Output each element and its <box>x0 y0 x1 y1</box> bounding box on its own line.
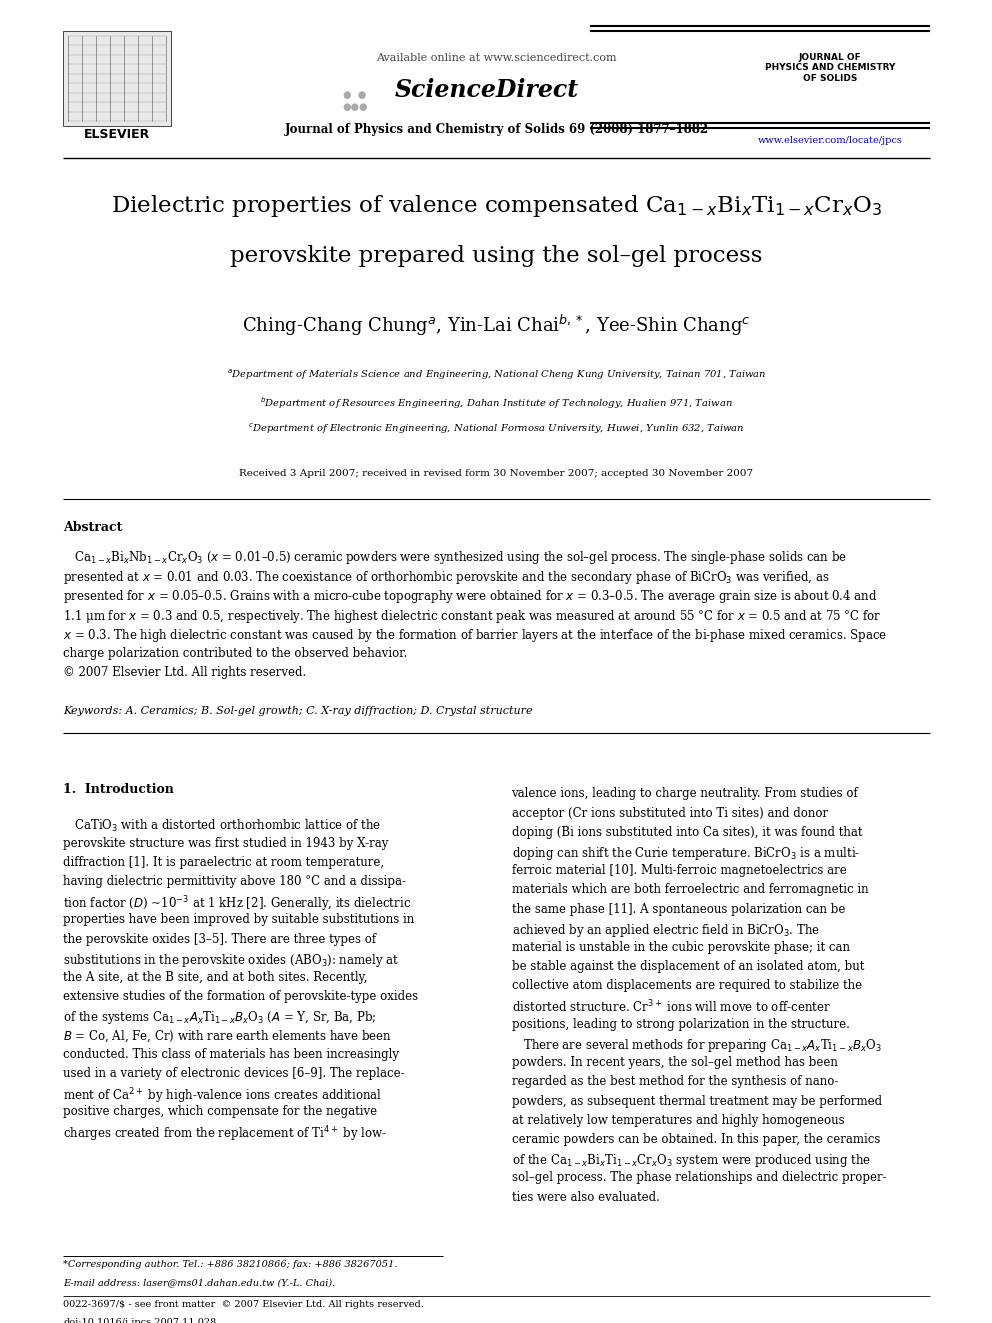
Text: regarded as the best method for the synthesis of nano-: regarded as the best method for the synt… <box>512 1076 838 1089</box>
Text: doping can shift the Curie temperature. BiCrO$_3$ is a multi-: doping can shift the Curie temperature. … <box>512 845 860 863</box>
Text: diffraction [1]. It is paraelectric at room temperature,: diffraction [1]. It is paraelectric at r… <box>63 856 384 869</box>
Text: conducted. This class of materials has been increasingly: conducted. This class of materials has b… <box>63 1048 399 1061</box>
Text: charges created from the replacement of Ti$^{4+}$ by low-: charges created from the replacement of … <box>63 1125 387 1144</box>
Text: Ching-Chang Chung$^a$, Yin-Lai Chai$^{b,*}$, Yee-Shin Chang$^c$: Ching-Chang Chung$^a$, Yin-Lai Chai$^{b,… <box>242 314 751 339</box>
Text: $^a$Department of Materials Science and Engineering, National Cheng Kung Univers: $^a$Department of Materials Science and … <box>226 368 767 382</box>
Text: valence ions, leading to charge neutrality. From studies of: valence ions, leading to charge neutrali… <box>512 787 858 800</box>
Text: $^b$Department of Resources Engineering, Dahan Institute of Technology, Hualien : $^b$Department of Resources Engineering,… <box>260 396 733 411</box>
Text: Available online at www.sciencedirect.com: Available online at www.sciencedirect.co… <box>376 53 617 64</box>
Text: be stable against the displacement of an isolated atom, but: be stable against the displacement of an… <box>512 960 864 974</box>
Text: There are several methods for preparing Ca$_{1-x}$$A_x$Ti$_{1-x}$$B_x$O$_3$: There are several methods for preparing … <box>512 1037 882 1054</box>
Text: properties have been improved by suitable substitutions in: properties have been improved by suitabl… <box>63 913 415 926</box>
Text: ●  ●
●●●: ● ● ●●● <box>342 90 368 111</box>
Text: distorted structure. Cr$^{3+}$ ions will move to off-center: distorted structure. Cr$^{3+}$ ions will… <box>512 999 830 1015</box>
Text: tion factor ($D$) ~10$^{-3}$ at 1 kHz [2]. Generally, its dielectric: tion factor ($D$) ~10$^{-3}$ at 1 kHz [2… <box>63 894 411 914</box>
Text: doi:10.1016/j.jpcs.2007.11.028: doi:10.1016/j.jpcs.2007.11.028 <box>63 1318 216 1323</box>
Text: powders. In recent years, the sol–gel method has been: powders. In recent years, the sol–gel me… <box>512 1056 837 1069</box>
Text: ELSEVIER: ELSEVIER <box>84 128 150 142</box>
Text: ties were also evaluated.: ties were also evaluated. <box>512 1191 660 1204</box>
Text: material is unstable in the cubic perovskite phase; it can: material is unstable in the cubic perovs… <box>512 941 849 954</box>
Text: © 2007 Elsevier Ltd. All rights reserved.: © 2007 Elsevier Ltd. All rights reserved… <box>63 665 307 679</box>
Text: ment of Ca$^{2+}$ by high-valence ions creates additional: ment of Ca$^{2+}$ by high-valence ions c… <box>63 1086 382 1106</box>
Text: Dielectric properties of valence compensated Ca$_{1-x}$Bi$_x$Ti$_{1-x}$Cr$_x$O$_: Dielectric properties of valence compens… <box>111 193 882 220</box>
Text: sol–gel process. The phase relationships and dielectric proper-: sol–gel process. The phase relationships… <box>512 1171 886 1184</box>
Text: JOURNAL OF
PHYSICS AND CHEMISTRY
OF SOLIDS: JOURNAL OF PHYSICS AND CHEMISTRY OF SOLI… <box>765 53 895 83</box>
Text: $^c$Department of Electronic Engineering, National Formosa University, Huwei, Yu: $^c$Department of Electronic Engineering… <box>248 422 745 437</box>
Text: of the Ca$_{1-x}$Bi$_x$Ti$_{1-x}$Cr$_x$O$_3$ system were produced using the: of the Ca$_{1-x}$Bi$_x$Ti$_{1-x}$Cr$_x$O… <box>512 1152 871 1170</box>
Text: $B$ = Co, Al, Fe, Cr) with rare earth elements have been: $B$ = Co, Al, Fe, Cr) with rare earth el… <box>63 1029 392 1044</box>
Text: materials which are both ferroelectric and ferromagnetic in: materials which are both ferroelectric a… <box>512 884 868 897</box>
Text: positions, leading to strong polarization in the structure.: positions, leading to strong polarizatio… <box>512 1017 849 1031</box>
Text: E-mail address: laser@ms01.dahan.edu.tw (Y.-L. Chai).: E-mail address: laser@ms01.dahan.edu.tw … <box>63 1278 335 1287</box>
Text: ceramic powders can be obtained. In this paper, the ceramics: ceramic powders can be obtained. In this… <box>512 1132 880 1146</box>
Text: Ca$_{1-x}$Bi$_x$Nb$_{1-x}$Cr$_x$O$_3$ ($x$ = 0.01–0.5) ceramic powders were synt: Ca$_{1-x}$Bi$_x$Nb$_{1-x}$Cr$_x$O$_3$ ($… <box>63 549 847 566</box>
Text: presented for $x$ = 0.05–0.5. Grains with a micro-cube topography were obtained : presented for $x$ = 0.05–0.5. Grains wit… <box>63 587 878 605</box>
Text: Received 3 April 2007; received in revised form 30 November 2007; accepted 30 No: Received 3 April 2007; received in revis… <box>239 468 754 478</box>
Text: acceptor (Cr ions substituted into Ti sites) and donor: acceptor (Cr ions substituted into Ti si… <box>512 807 827 820</box>
Text: collective atom displacements are required to stabilize the: collective atom displacements are requir… <box>512 979 862 992</box>
Text: 0022-3697/$ - see front matter  © 2007 Elsevier Ltd. All rights reserved.: 0022-3697/$ - see front matter © 2007 El… <box>63 1301 424 1308</box>
Text: 1.1 μm for $x$ = 0.3 and 0.5, respectively. The highest dielectric constant peak: 1.1 μm for $x$ = 0.3 and 0.5, respective… <box>63 607 882 624</box>
Text: ferroic material [10]. Multi-ferroic magnetoelectrics are: ferroic material [10]. Multi-ferroic mag… <box>512 864 846 877</box>
Text: www.elsevier.com/locate/jpcs: www.elsevier.com/locate/jpcs <box>758 136 903 146</box>
Text: achieved by an applied electric field in BiCrO$_3$. The: achieved by an applied electric field in… <box>512 922 819 939</box>
Text: charge polarization contributed to the observed behavior.: charge polarization contributed to the o… <box>63 647 408 659</box>
Text: at relatively low temperatures and highly homogeneous: at relatively low temperatures and highl… <box>512 1114 844 1127</box>
Text: the same phase [11]. A spontaneous polarization can be: the same phase [11]. A spontaneous polar… <box>512 902 845 916</box>
Text: 1.  Introduction: 1. Introduction <box>63 782 174 795</box>
Text: CaTiO$_3$ with a distorted orthorhombic lattice of the: CaTiO$_3$ with a distorted orthorhombic … <box>63 818 381 833</box>
Bar <box>63 30 171 126</box>
Text: substitutions in the perovskite oxides (ABO$_3$): namely at: substitutions in the perovskite oxides (… <box>63 953 400 968</box>
Text: ScienceDirect: ScienceDirect <box>395 78 579 102</box>
Text: positive charges, which compensate for the negative: positive charges, which compensate for t… <box>63 1106 377 1118</box>
Text: the A site, at the B site, and at both sites. Recently,: the A site, at the B site, and at both s… <box>63 971 367 984</box>
Text: *Corresponding author. Tel.: +886 38210866; fax: +886 38267051.: *Corresponding author. Tel.: +886 382108… <box>63 1259 398 1269</box>
Text: presented at $x$ = 0.01 and 0.03. The coexistance of orthorhombic perovskite and: presented at $x$ = 0.01 and 0.03. The co… <box>63 569 829 586</box>
Text: extensive studies of the formation of perovskite-type oxides: extensive studies of the formation of pe… <box>63 991 418 1003</box>
Text: doping (Bi ions substituted into Ca sites), it was found that: doping (Bi ions substituted into Ca site… <box>512 826 862 839</box>
Text: Abstract: Abstract <box>63 521 122 534</box>
Text: Journal of Physics and Chemistry of Solids 69 (2008) 1877–1882: Journal of Physics and Chemistry of Soli… <box>285 123 708 136</box>
Text: powders, as subsequent thermal treatment may be performed: powders, as subsequent thermal treatment… <box>512 1094 882 1107</box>
Text: Keywords: A. Ceramics; B. Sol-gel growth; C. X-ray diffraction; D. Crystal struc: Keywords: A. Ceramics; B. Sol-gel growth… <box>63 705 533 716</box>
Text: the perovskite oxides [3–5]. There are three types of: the perovskite oxides [3–5]. There are t… <box>63 933 376 946</box>
Text: $x$ = 0.3. The high dielectric constant was caused by the formation of barrier l: $x$ = 0.3. The high dielectric constant … <box>63 627 887 644</box>
Text: perovskite structure was first studied in 1943 by X-ray: perovskite structure was first studied i… <box>63 836 389 849</box>
Text: used in a variety of electronic devices [6–9]. The replace-: used in a variety of electronic devices … <box>63 1068 405 1080</box>
Text: perovskite prepared using the sol–gel process: perovskite prepared using the sol–gel pr… <box>230 245 763 267</box>
Text: having dielectric permittivity above 180 °C and a dissipa-: having dielectric permittivity above 180… <box>63 875 406 888</box>
Text: of the systems Ca$_{1-x}$$A_x$Ti$_{1-x}$$B_x$O$_3$ ($A$ = Y, Sr, Ba, Pb;: of the systems Ca$_{1-x}$$A_x$Ti$_{1-x}$… <box>63 1009 377 1027</box>
